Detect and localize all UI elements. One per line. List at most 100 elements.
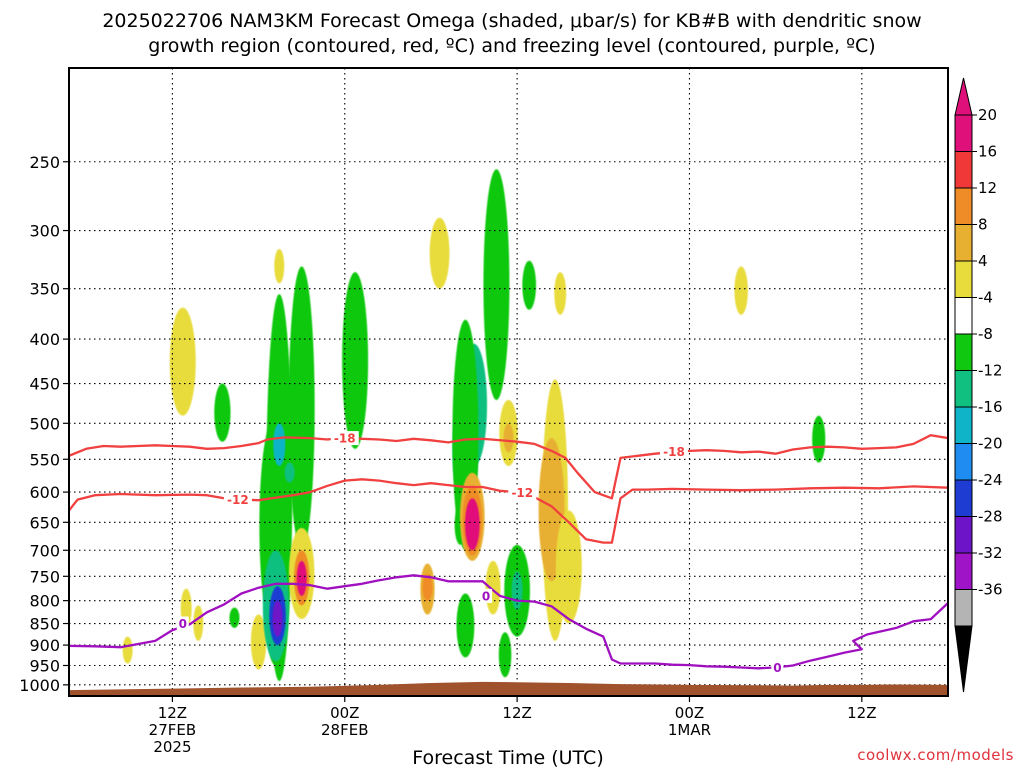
colorbar-label-9: -20 [978,435,1003,453]
omega-cell-5 [229,607,240,628]
x-tick-label-3-0: 00Z [675,704,704,722]
colorbar-label-12: -32 [978,544,1003,562]
omega-cell-38 [522,260,537,310]
omega-cell-45 [734,266,748,315]
y-tick-label-450: 450 [29,375,60,394]
colorbar-label-0: 20 [978,106,997,124]
chart-title-line-1: 2025022706 NAM3KM Forecast Omega (shaded… [102,10,921,32]
colorbar-label-8: -16 [978,398,1003,416]
y-tick-label-500: 500 [29,414,60,433]
omega-cell-35 [498,632,512,678]
omega-shading [122,169,826,682]
colorbar-bin-0 [954,114,973,152]
colorbar: 20 16 12 8 4 -4 -8 -12 -16 -20 -24 -28 -32 -36 [954,77,1003,693]
colorbar-label-10: -24 [978,471,1003,489]
x-tick-label-0-2: 2025 [153,738,191,756]
omega-cell-34 [485,560,501,615]
colorbar-bin-7 [954,370,973,408]
x-axis-title: Forecast Time (UTC) [412,747,603,768]
colorbar-label-1: 16 [978,143,997,161]
colorbar-bin-1 [954,151,973,189]
y-tick-label-850: 850 [29,615,60,634]
y-tick-label-1000: 1000 [19,676,60,695]
y-axis-ticks: 250 300 350 400 450 500 550 600 650 700 750 800 850 9… [19,153,69,695]
omega-cell-41 [503,423,514,453]
colorbar-bottom-arrow [954,625,973,693]
terrain-fill [69,681,948,696]
colorbar-bin-11 [954,516,973,554]
colorbar-label-6: -8 [978,325,993,343]
colorbar-label-11: -28 [978,508,1003,526]
colorbar-label-5: -4 [978,289,993,307]
omega-cell-28 [483,169,510,400]
contour-label-6: 0 [773,661,781,675]
source-credit: coolwx.com/models [857,746,1014,764]
contour-label-0: -18 [334,432,356,446]
colorbar-bin-6 [954,333,973,371]
colorbar-bin-10 [954,479,973,517]
colorbar-label-4: 4 [978,252,988,270]
omega-cell-4 [214,383,231,442]
contour-label-3: -18 [663,445,685,459]
omega-cell-7 [274,248,285,284]
contour-label-bg-5 [480,588,493,603]
y-tick-label-350: 350 [29,280,60,299]
terrain [69,681,948,696]
y-tick-label-650: 650 [29,513,60,532]
x-tick-label-1-1: 28FEB [321,721,368,739]
omega-cell-44 [555,510,582,624]
omega-cell-22 [422,573,433,601]
y-tick-label-600: 600 [29,483,60,502]
contour-label-1: -12 [227,493,249,507]
omega-cell-6 [250,614,267,670]
omega-cell-39 [554,272,567,315]
contour-label-2: -12 [511,486,533,500]
omega-cell-13 [273,423,286,467]
contour-line-0 [69,434,948,500]
colorbar-bin-2 [954,187,973,225]
colorbar-bin-12 [954,552,973,590]
omega-cell-14 [284,462,295,483]
omega-cell-3 [122,636,133,664]
plot-area: -18 -12 -12 -18 0 0 0 [68,67,949,697]
omega-cell-46 [812,415,826,463]
y-tick-label-800: 800 [29,592,60,611]
y-tick-label-250: 250 [29,153,60,172]
contour-labels: -18 -12 -12 -18 0 0 0 [176,431,784,675]
contour-label-bg-3 [659,444,688,459]
omega-cell-33 [465,498,480,551]
omega-cell-0 [169,307,196,416]
colorbar-bin-3 [954,224,973,262]
colorbar-top-arrow [954,77,973,116]
y-tick-label-750: 750 [29,567,60,586]
omega-cell-16 [272,600,283,637]
contour-label-bg-0 [330,431,359,446]
x-tick-label-0-1: 27FEB [149,721,196,739]
plot-border [68,67,949,697]
x-tick-label-0-0: 12Z [158,704,187,722]
contour-label-4: 0 [179,617,187,631]
omega-cell-23 [429,217,450,289]
contour-label-5: 0 [482,589,490,603]
colorbar-bin-9 [954,443,973,481]
omega-cell-20 [342,272,369,449]
contour-label-bg-4 [176,616,189,631]
contour-label-bg-2 [508,485,537,500]
contour-label-bg-1 [223,492,252,507]
colorbar-label-7: -12 [978,362,1003,380]
y-tick-label-300: 300 [29,222,60,241]
omega-cell-19 [296,560,307,596]
colorbar-bin-8 [954,406,973,444]
colorbar-label-13: -36 [978,581,1003,599]
y-tick-label-400: 400 [29,330,60,349]
y-tick-label-950: 950 [29,656,60,675]
chart-title-line-2: growth region (contoured, red, ºC) and f… [148,35,875,57]
colorbar-label-2: 12 [978,179,997,197]
contour-label-bg-6 [771,660,784,675]
x-tick-label-1-0: 00Z [330,704,359,722]
contour-line-2 [69,574,948,670]
x-tick-label-2-0: 12Z [502,704,531,722]
colorbar-bin-5 [954,297,973,335]
omega-cell-30 [456,593,475,658]
